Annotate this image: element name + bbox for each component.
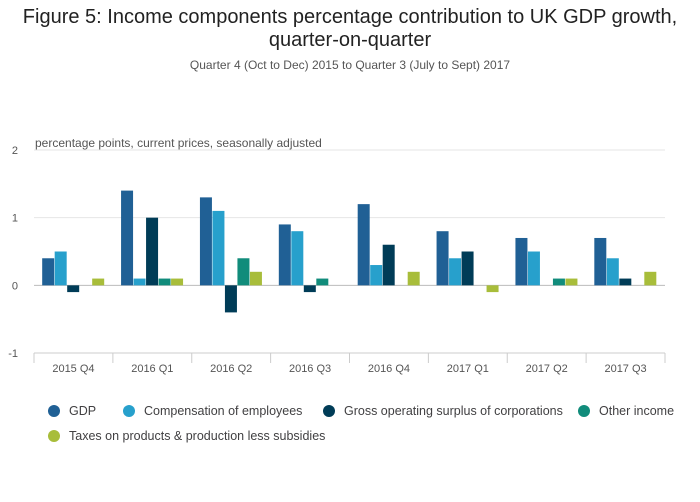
bar-taxes-on-products-production-less-subsidies-2016-q4 [407,271,420,286]
legend-label: Gross operating surplus of corporations [344,404,563,418]
x-tick-label: 2016 Q1 [131,363,173,375]
bar-taxes-on-products-production-less-subsidies-2017-q1 [486,285,499,293]
bar-gdp-2015-q4 [42,258,55,286]
chart-subtitle: Quarter 4 (Oct to Dec) 2015 to Quarter 3… [189,58,511,72]
bar-other-income-2016-q3 [316,278,329,286]
legend-item[interactable]: GDP [48,404,96,418]
bars [42,190,657,313]
bar-taxes-on-products-production-less-subsidies-2015-q4 [92,278,105,286]
bar-gross-operating-surplus-of-corporations-2015-q4 [67,285,80,293]
bar-gross-operating-surplus-of-corporations-2016-q3 [303,285,316,293]
legend-item[interactable]: Other income [578,404,674,418]
legend-item[interactable]: Compensation of employees [123,404,302,418]
y-tick-label: 2 [12,145,18,157]
bar-compensation-of-employees-2015-q4 [54,251,67,286]
x-tick-label: 2017 Q2 [526,363,568,375]
legend-marker [578,405,590,417]
bar-compensation-of-employees-2017-q3 [606,258,619,286]
bar-compensation-of-employees-2016-q1 [133,278,146,286]
bar-other-income-2016-q1 [158,278,171,286]
x-tick-label: 2016 Q4 [368,363,410,375]
legend-label: Compensation of employees [144,404,303,418]
legend-marker [48,405,60,417]
x-axis: 2015 Q4 2016 Q1 2016 Q2 2016 Q3 2016 Q4 2017 … [33,352,666,375]
bar-compensation-of-employees-2016-q3 [291,231,304,286]
bar-gdp-2016-q1 [121,190,134,286]
bar-taxes-on-products-production-less-subsidies-2017-q3 [644,271,657,286]
bar-taxes-on-products-production-less-subsidies-2017-q2 [565,278,578,286]
bar-gdp-2016-q3 [278,224,291,286]
y-axis-label: percentage points, current prices, seaso… [35,136,322,150]
legend-label: GDP [69,404,97,418]
legend-item[interactable]: Gross operating surplus of corporations [323,404,563,418]
x-tick-label: 2016 Q2 [210,363,252,375]
bar-compensation-of-employees-2016-q2 [212,210,225,286]
legend-marker [48,430,60,442]
legend-marker [323,405,335,417]
bar-gdp-2017-q3 [594,237,607,286]
bar-gross-operating-surplus-of-corporations-2016-q4 [382,244,395,286]
chart-title-line1: Figure 5: Income components percentage c… [22,6,678,28]
bar-chart: 2 1 0 -1 percentage points, current prices,… [8,136,666,375]
x-tick-label: 2015 Q4 [52,363,94,375]
x-tick-label: 2017 Q3 [604,363,646,375]
legend-item[interactable]: Taxes on products & production less subs… [48,429,325,443]
legend-marker [123,405,135,417]
bar-gdp-2017-q2 [515,237,528,286]
bar-gdp-2017-q1 [436,231,449,286]
bar-gdp-2016-q4 [357,204,370,286]
legend-label: Other income [599,404,675,418]
y-tick-label: 1 [12,213,18,225]
x-tick-label: 2017 Q1 [447,363,489,375]
bar-gross-operating-surplus-of-corporations-2017-q3 [619,278,632,286]
bar-taxes-on-products-production-less-subsidies-2016-q2 [249,271,262,286]
bar-gdp-2016-q2 [199,197,212,286]
bar-other-income-2017-q2 [552,278,565,286]
bar-gross-operating-surplus-of-corporations-2016-q1 [146,217,159,286]
x-tick-label: 2016 Q3 [289,363,331,375]
bar-compensation-of-employees-2016-q4 [370,265,383,286]
y-axis-ticks: 2 1 0 -1 [8,145,18,360]
legend-label: Taxes on products & production less subs… [69,429,326,443]
bar-compensation-of-employees-2017-q2 [527,251,540,286]
bar-gross-operating-surplus-of-corporations-2017-q1 [461,251,474,286]
y-tick-label: -1 [8,348,18,360]
chart-title-line2: quarter-on-quarter [268,29,432,51]
bar-gross-operating-surplus-of-corporations-2016-q2 [224,285,237,313]
chart-title: Figure 5: Income components percentage c… [0,6,700,52]
bar-taxes-on-products-production-less-subsidies-2016-q1 [171,278,184,286]
y-tick-label: 0 [12,280,18,292]
bar-compensation-of-employees-2017-q1 [449,258,462,286]
bar-other-income-2016-q2 [237,258,250,286]
